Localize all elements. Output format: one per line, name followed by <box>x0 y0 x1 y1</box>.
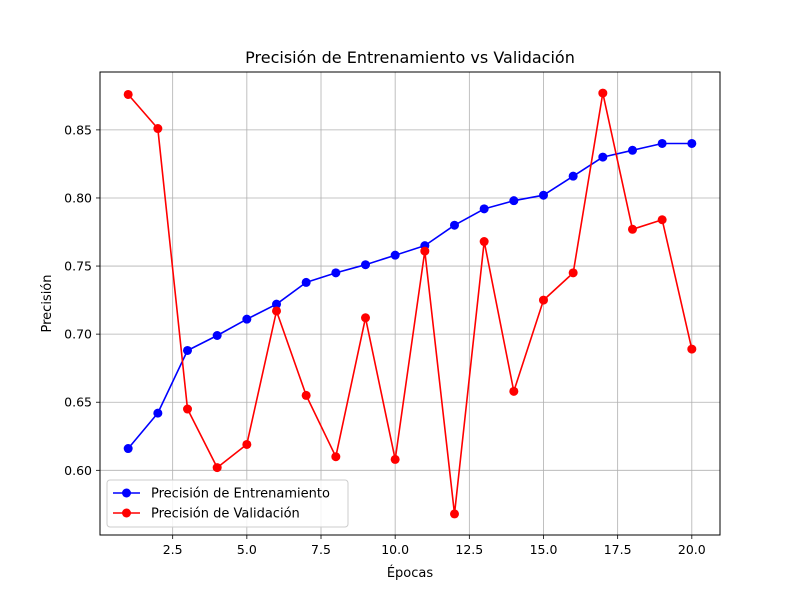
data-point-validation <box>509 386 519 396</box>
data-point-validation <box>449 509 459 519</box>
data-point-training <box>479 204 489 214</box>
x-tick-label: 2.5 <box>163 542 183 557</box>
x-tick-label: 17.5 <box>604 542 632 557</box>
data-point-validation <box>123 89 133 99</box>
data-point-validation <box>212 463 222 473</box>
y-tick-label: 0.85 <box>64 122 92 137</box>
x-tick-label: 5.0 <box>237 542 257 557</box>
grid-lines <box>100 72 720 535</box>
data-point-validation <box>538 295 548 305</box>
y-tick-label: 0.65 <box>64 395 92 410</box>
data-point-validation <box>568 268 578 278</box>
data-point-validation <box>183 404 193 414</box>
data-point-validation <box>657 215 667 225</box>
y-tick-label: 0.75 <box>64 259 92 274</box>
data-point-training <box>627 145 637 155</box>
series-line-validation <box>127 92 693 515</box>
data-point-validation <box>627 224 637 234</box>
data-point-validation <box>272 306 282 316</box>
data-point-validation <box>153 124 163 134</box>
x-axis-label: Épocas <box>387 565 434 581</box>
legend-label-validation: Precisión de Validación <box>151 507 300 522</box>
plot-frame <box>99 71 721 536</box>
chart-title: Precisión de Entrenamiento vs Validación <box>245 48 575 67</box>
data-point-validation <box>301 390 311 400</box>
y-tick-label: 0.80 <box>64 190 92 205</box>
data-point-training <box>242 314 252 324</box>
y-tick-label: 0.70 <box>64 327 92 342</box>
data-point-validation <box>598 88 608 98</box>
data-point-training <box>183 345 193 355</box>
legend: Precisión de Entrenamiento Precisión de … <box>106 479 349 528</box>
data-point-training <box>687 138 697 148</box>
x-tick-label: 20.0 <box>678 542 706 557</box>
data-point-training <box>538 190 548 200</box>
data-point-training <box>272 299 282 309</box>
x-tick-label: 10.0 <box>381 542 409 557</box>
data-point-training <box>568 171 578 181</box>
axis-ticks: 2.5 5.0 7.5 10.0 12.5 15.0 17.5 20.0 0.60 0.65 0.7… <box>64 122 706 557</box>
data-point-training <box>390 250 400 260</box>
data-point-validation <box>687 344 697 354</box>
data-point-training <box>361 260 371 270</box>
legend-label-training: Precisión de Entrenamiento <box>151 487 330 502</box>
data-point-validation <box>242 439 252 449</box>
data-point-training <box>657 138 667 148</box>
legend-box <box>106 479 349 528</box>
data-point-training <box>123 444 133 454</box>
x-tick-label: 12.5 <box>455 542 483 557</box>
series-line-training <box>127 142 692 450</box>
data-point-training <box>331 268 341 278</box>
data-point-validation <box>331 452 341 462</box>
data-point-validation <box>361 313 371 323</box>
data-point-training <box>509 196 519 206</box>
plot-series <box>123 88 697 519</box>
legend-marker-validation <box>122 508 131 518</box>
x-tick-label: 15.0 <box>530 542 558 557</box>
y-tick-label: 0.60 <box>64 463 92 478</box>
legend-marker-training <box>122 488 131 498</box>
data-point-validation <box>420 246 430 256</box>
data-point-validation <box>479 237 489 247</box>
data-point-training <box>598 152 608 162</box>
y-axis-label: Precisión <box>40 274 55 332</box>
data-point-validation <box>390 454 400 464</box>
x-tick-label: 7.5 <box>311 542 331 557</box>
data-point-training <box>449 220 459 230</box>
data-point-training <box>212 331 222 341</box>
data-point-training <box>301 277 311 287</box>
data-point-training <box>153 408 163 418</box>
